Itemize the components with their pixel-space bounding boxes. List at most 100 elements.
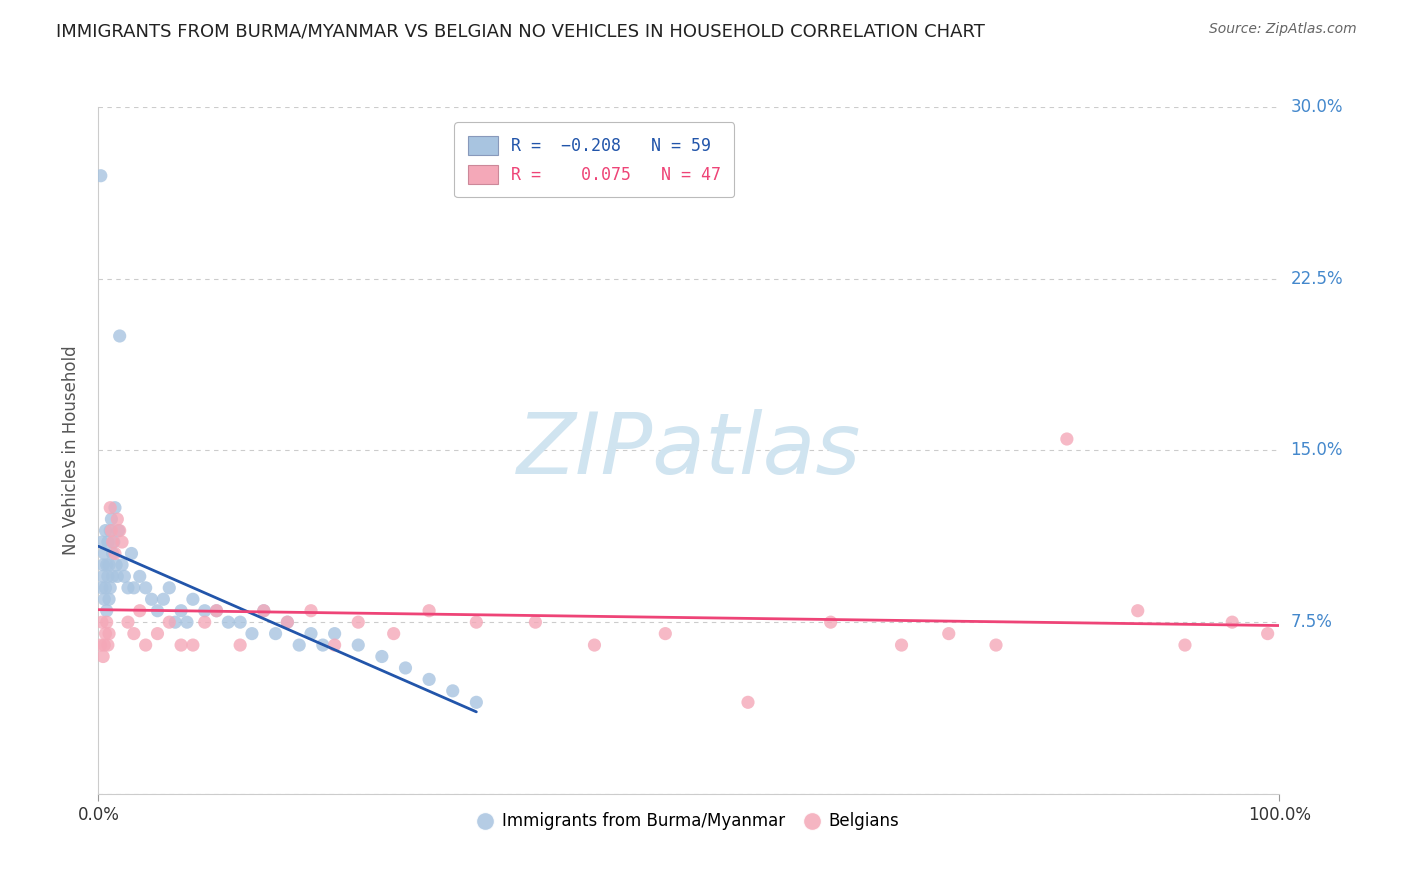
Point [276, 615, 298, 630]
Text: ZIPatlas: ZIPatlas [517, 409, 860, 492]
Point [135, 638, 157, 652]
Point [299, 626, 322, 640]
Point [98, 626, 121, 640]
Point [91, 649, 114, 664]
Point [98, 500, 121, 515]
Point [111, 535, 134, 549]
Point [205, 604, 228, 618]
Legend: Immigrants from Burma/Myanmar, Belgians: Immigrants from Burma/Myanmar, Belgians [472, 805, 905, 837]
Point [441, 683, 464, 698]
Text: Source: ZipAtlas.com: Source: ZipAtlas.com [1209, 22, 1357, 37]
Point [170, 638, 193, 652]
Point [165, 615, 187, 630]
Point [111, 558, 134, 572]
Point [253, 604, 276, 618]
Point [323, 626, 346, 640]
Point [108, 329, 131, 343]
Point [152, 592, 174, 607]
Point [98, 581, 121, 595]
Point [323, 638, 346, 652]
Point [105, 558, 128, 572]
Point [104, 500, 127, 515]
Point [91, 615, 114, 630]
Point [98, 558, 121, 572]
Point [100, 524, 122, 538]
Text: 7.5%: 7.5% [1291, 613, 1333, 632]
Point [112, 569, 135, 583]
Point [108, 524, 131, 538]
Point [181, 638, 204, 652]
Point [524, 615, 547, 630]
Text: 22.5%: 22.5% [1291, 269, 1343, 288]
Point [176, 615, 198, 630]
Point [1056, 432, 1078, 446]
Point [117, 581, 139, 595]
Point [94, 581, 117, 595]
Point [146, 626, 169, 640]
Point [104, 546, 127, 561]
Point [240, 626, 263, 640]
Point [347, 615, 370, 630]
Point [117, 615, 139, 630]
Point [820, 615, 842, 630]
Point [654, 626, 676, 640]
Point [93, 592, 115, 607]
Point [382, 626, 405, 640]
Point [101, 546, 124, 561]
Point [107, 524, 129, 538]
Point [91, 535, 114, 549]
Point [122, 626, 145, 640]
Point [1220, 615, 1243, 630]
Point [181, 592, 204, 607]
Point [465, 695, 488, 709]
Point [141, 592, 163, 607]
Point [91, 569, 114, 583]
Point [98, 592, 121, 607]
Point [288, 638, 311, 652]
Point [105, 512, 128, 526]
Point [418, 604, 440, 618]
Point [170, 604, 193, 618]
Point [97, 535, 120, 549]
Point [205, 604, 228, 618]
Text: 30.0%: 30.0% [1291, 98, 1343, 116]
Point [135, 581, 157, 595]
Point [121, 546, 143, 561]
Point [103, 535, 125, 549]
Y-axis label: No Vehicles in Household: No Vehicles in Household [62, 345, 80, 556]
Point [194, 615, 217, 630]
Point [229, 615, 252, 630]
Point [253, 604, 276, 618]
Point [93, 546, 115, 561]
Point [94, 626, 117, 640]
Point [98, 524, 121, 538]
Point [299, 604, 322, 618]
Point [418, 673, 440, 687]
Point [1126, 604, 1149, 618]
Point [194, 604, 217, 618]
Text: 15.0%: 15.0% [1291, 442, 1343, 459]
Point [276, 615, 298, 630]
Point [157, 615, 180, 630]
Point [312, 638, 335, 652]
Point [890, 638, 912, 652]
Point [394, 661, 416, 675]
Point [96, 615, 118, 630]
Point [101, 569, 124, 583]
Point [347, 638, 370, 652]
Point [96, 604, 118, 618]
Point [371, 649, 394, 664]
Point [93, 638, 115, 652]
Point [984, 638, 1007, 652]
Point [97, 638, 120, 652]
Point [100, 512, 122, 526]
Point [90, 638, 112, 652]
Point [122, 581, 145, 595]
Point [90, 169, 112, 183]
Point [583, 638, 606, 652]
Point [146, 604, 169, 618]
Point [465, 615, 488, 630]
Point [938, 626, 960, 640]
Point [128, 604, 150, 618]
Point [157, 581, 180, 595]
